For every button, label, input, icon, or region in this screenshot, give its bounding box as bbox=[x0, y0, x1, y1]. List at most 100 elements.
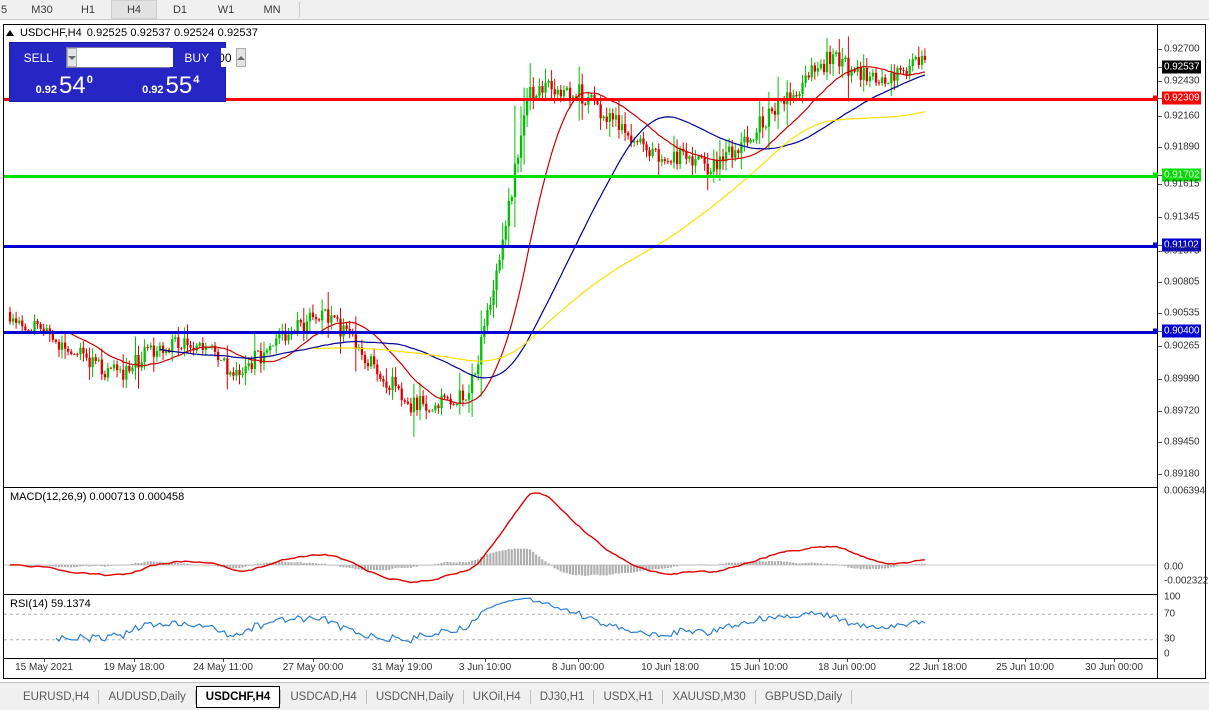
chart-tab-ukoil-h4[interactable]: UKOil,H4 bbox=[472, 690, 521, 703]
time-axis-label: 3 Jun 10:00 bbox=[458, 662, 512, 673]
timeframe-toolbar: 5 M30 H1 H4 D1 W1 MN bbox=[0, 0, 1209, 20]
rsi-axis-label: 30 bbox=[1164, 633, 1175, 645]
trade-controls-row: SELL BUY bbox=[10, 43, 246, 69]
chart-tab-usdcnh-daily[interactable]: USDCNH,Daily bbox=[375, 690, 454, 703]
level-marker-level-blue-upper[interactable] bbox=[1153, 242, 1158, 248]
time-axis-label: 22 Jun 18:00 bbox=[909, 662, 967, 673]
chart-tab-gbpusd-daily[interactable]: GBPUSD,Daily bbox=[764, 690, 843, 703]
toolbar-divider bbox=[299, 2, 300, 17]
chart-tab-audusd-daily[interactable]: AUDUSD,Daily bbox=[108, 690, 186, 703]
chart-tab-usdx-h1[interactable]: USDX,H1 bbox=[603, 690, 654, 703]
time-axis-label: 30 Jun 00:00 bbox=[1085, 662, 1143, 673]
level-line-blue-upper[interactable] bbox=[4, 245, 1157, 248]
tab-divider bbox=[365, 689, 367, 704]
timeframe-button-h1[interactable]: H1 bbox=[80, 3, 96, 16]
chart-tab-usdchf-h4[interactable]: USDCHF,H4 bbox=[195, 685, 281, 708]
price-axis-label: 0.90400 bbox=[1162, 324, 1202, 338]
chevron-down-icon bbox=[67, 55, 76, 60]
level-marker-level-blue-lower[interactable] bbox=[1153, 328, 1158, 334]
sell-price[interactable]: 0.92 54 0 bbox=[12, 69, 117, 99]
time-axis-tick bbox=[134, 659, 135, 662]
buy-price-main: 55 bbox=[165, 72, 193, 99]
sell-price-main: 54 bbox=[59, 72, 86, 99]
timeframe-button-h4[interactable]: H4 bbox=[111, 0, 157, 19]
timeframe-button-m30[interactable]: M30 bbox=[31, 3, 53, 16]
rsi-pane[interactable]: RSI(14) 59.1374 bbox=[4, 594, 1157, 660]
price-axis-label: 0.91075 bbox=[1164, 245, 1200, 257]
price-axis-tick bbox=[1158, 147, 1162, 148]
chart-tab-eurusd-h4[interactable]: EURUSD,H4 bbox=[23, 690, 90, 703]
tab-divider bbox=[662, 689, 664, 704]
price-axis-tick bbox=[1158, 67, 1162, 68]
volume-increase-button[interactable] bbox=[235, 48, 246, 67]
moving-average-ma-yellow bbox=[312, 111, 926, 362]
rsi-axis-label: 70 bbox=[1164, 608, 1175, 620]
time-axis-label: 27 May 00:00 bbox=[282, 662, 344, 673]
sell-button[interactable]: SELL bbox=[14, 47, 63, 68]
timeframe-button-w1[interactable]: W1 bbox=[217, 3, 235, 16]
chart-tab-xauusd-m30[interactable]: XAUUSD,M30 bbox=[672, 690, 746, 703]
symbol-ohlc-values: 0.92525 0.92537 0.92524 0.92537 bbox=[86, 27, 259, 39]
price-axis-label: 0.91615 bbox=[1164, 178, 1200, 190]
chart-tab-usdcad-h4[interactable]: USDCAD,H4 bbox=[290, 690, 357, 703]
time-axis-tick bbox=[670, 659, 671, 662]
price-axis-tick bbox=[1158, 442, 1162, 443]
candlestick-series bbox=[8, 36, 927, 437]
price-axis-label: 0.92430 bbox=[1164, 75, 1200, 87]
timeframe-button-d1[interactable]: D1 bbox=[172, 3, 188, 16]
price-axis-tick bbox=[1158, 116, 1162, 117]
moving-average-ma-red bbox=[67, 65, 925, 404]
buy-price[interactable]: 0.92 55 4 bbox=[119, 69, 224, 99]
time-axis-tick bbox=[485, 659, 486, 662]
price-axis-label: 0.92160 bbox=[1164, 110, 1200, 122]
level-marker-support-green[interactable] bbox=[1153, 172, 1158, 178]
macd-histogram bbox=[8, 548, 926, 576]
rsi-axis-label: 0 bbox=[1164, 648, 1170, 660]
level-marker-resistance-red[interactable] bbox=[1153, 95, 1158, 101]
macd-canvas bbox=[4, 492, 1157, 584]
price-axis-tick bbox=[1158, 346, 1162, 347]
chart-frame: MACD(12,26,9) 0.000713 0.000458 RSI(14) … bbox=[3, 24, 1208, 679]
price-axis-label: 0.89450 bbox=[1164, 436, 1200, 448]
symbol-header: USDCHF,H4 0.92525 0.92537 0.92524 0.9253… bbox=[6, 27, 258, 39]
price-axis-label: 0.91345 bbox=[1164, 211, 1200, 223]
volume-stepper[interactable] bbox=[65, 47, 246, 68]
moving-average-ma-navy bbox=[159, 74, 926, 379]
level-line-support-green[interactable] bbox=[4, 175, 1157, 178]
price-chart-pane[interactable] bbox=[4, 25, 1157, 483]
price-axis-tick bbox=[1158, 184, 1162, 185]
price-axis-label: 0.89180 bbox=[1164, 468, 1200, 480]
level-line-resistance-red[interactable] bbox=[4, 98, 1157, 101]
price-candles-canvas bbox=[8, 36, 927, 437]
buy-button[interactable]: BUY bbox=[172, 47, 221, 68]
rsi-canvas bbox=[4, 597, 1157, 644]
macd-pane[interactable]: MACD(12,26,9) 0.000713 0.000458 bbox=[4, 487, 1157, 594]
tab-divider bbox=[851, 689, 853, 704]
timeframe-button-mn[interactable]: MN bbox=[263, 3, 281, 16]
price-axis-tick bbox=[1158, 98, 1162, 99]
price-axis-tick bbox=[1158, 49, 1162, 50]
macd-signal-line bbox=[9, 492, 925, 584]
time-axis-tick bbox=[759, 659, 760, 662]
sell-price-fraction: 0 bbox=[86, 74, 93, 86]
level-line-blue-lower[interactable] bbox=[4, 331, 1157, 334]
price-axis-label: 0.90535 bbox=[1164, 307, 1200, 319]
macd-axis-label: 0.006394 bbox=[1164, 485, 1205, 497]
volume-decrease-button[interactable] bbox=[66, 48, 77, 67]
collapse-triangle-icon[interactable] bbox=[6, 30, 14, 36]
time-axis-tick bbox=[1025, 659, 1026, 662]
price-axis-label: 0.91890 bbox=[1164, 141, 1200, 153]
chart-tab-dj30-h1[interactable]: DJ30,H1 bbox=[539, 690, 585, 703]
tab-divider bbox=[462, 689, 464, 704]
time-axis-tick bbox=[313, 659, 314, 662]
buy-price-fraction: 4 bbox=[193, 74, 200, 86]
price-axis-tick bbox=[1158, 245, 1162, 246]
price-axis[interactable]: 0.92700 0.92537 0.92430 0.92309 0.92160 0.918… bbox=[1153, 25, 1208, 678]
price-axis-tick bbox=[1158, 217, 1162, 218]
timeframe-button-5[interactable]: 5 bbox=[1, 3, 8, 16]
price-axis-label: 0.92537 bbox=[1162, 60, 1202, 74]
one-click-trading-panel[interactable]: SELL BUY 0.92 54 0 0.92 55 4 bbox=[9, 42, 246, 102]
tab-divider bbox=[280, 689, 282, 704]
time-axis-tick bbox=[578, 659, 579, 662]
price-axis-label: 0.91702 bbox=[1162, 168, 1202, 182]
